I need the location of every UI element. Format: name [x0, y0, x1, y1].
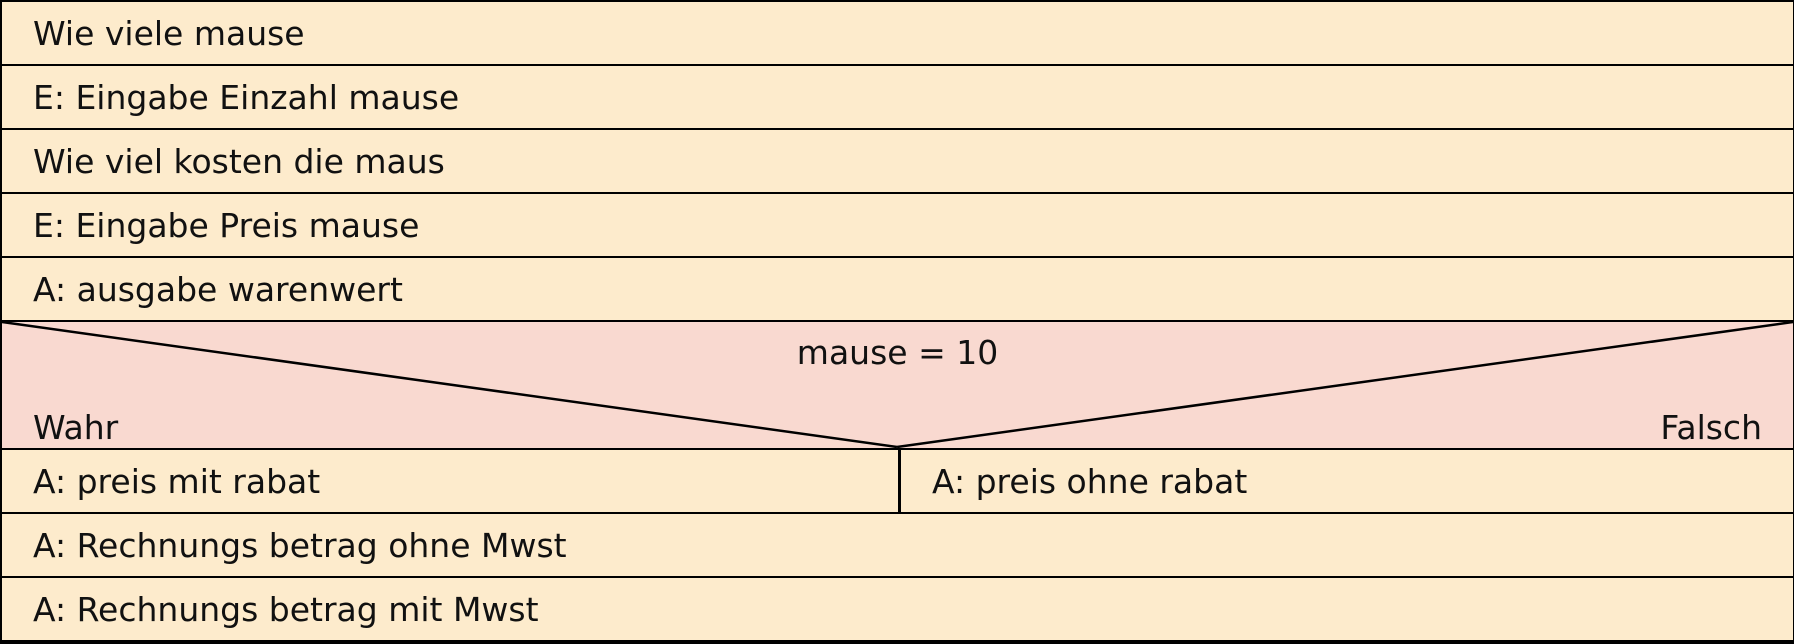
false-branch-block[interactable]: A: preis ohne rabat: [901, 450, 1793, 512]
input-block[interactable]: E: Eingabe Preis mause: [2, 194, 1793, 258]
statement-block[interactable]: Wie viele mause: [2, 2, 1793, 66]
false-label: Falsch: [1660, 408, 1762, 447]
statement-block[interactable]: Wie viel kosten die maus: [2, 130, 1793, 194]
statement-text: E: Eingabe Preis mause: [33, 206, 420, 245]
false-branch-text: A: preis ohne rabat: [932, 462, 1248, 501]
output-block[interactable]: A: Rechnungs betrag mit Mwst: [2, 578, 1793, 642]
statement-text: E: Eingabe Einzahl mause: [33, 78, 460, 117]
decision-condition: mause = 10: [796, 333, 999, 372]
statement-text: A: Rechnungs betrag mit Mwst: [33, 590, 539, 629]
statement-text: A: Rechnungs betrag ohne Mwst: [33, 526, 567, 565]
input-block[interactable]: E: Eingabe Einzahl mause: [2, 66, 1793, 130]
output-block[interactable]: A: Rechnungs betrag ohne Mwst: [2, 514, 1793, 578]
true-branch-block[interactable]: A: preis mit rabat: [2, 450, 901, 512]
decision-triangle-lines: [2, 322, 1793, 448]
statement-text: Wie viel kosten die maus: [33, 142, 445, 181]
statement-text: A: ausgabe warenwert: [33, 270, 403, 309]
decision-block[interactable]: mause = 10 Wahr Falsch: [2, 322, 1793, 450]
statement-text: Wie viele mause: [33, 14, 305, 53]
true-label: Wahr: [33, 408, 119, 447]
true-branch-text: A: preis mit rabat: [33, 462, 321, 501]
decision-branches: A: preis mit rabat A: preis ohne rabat: [2, 450, 1793, 514]
output-block[interactable]: A: ausgabe warenwert: [2, 258, 1793, 322]
